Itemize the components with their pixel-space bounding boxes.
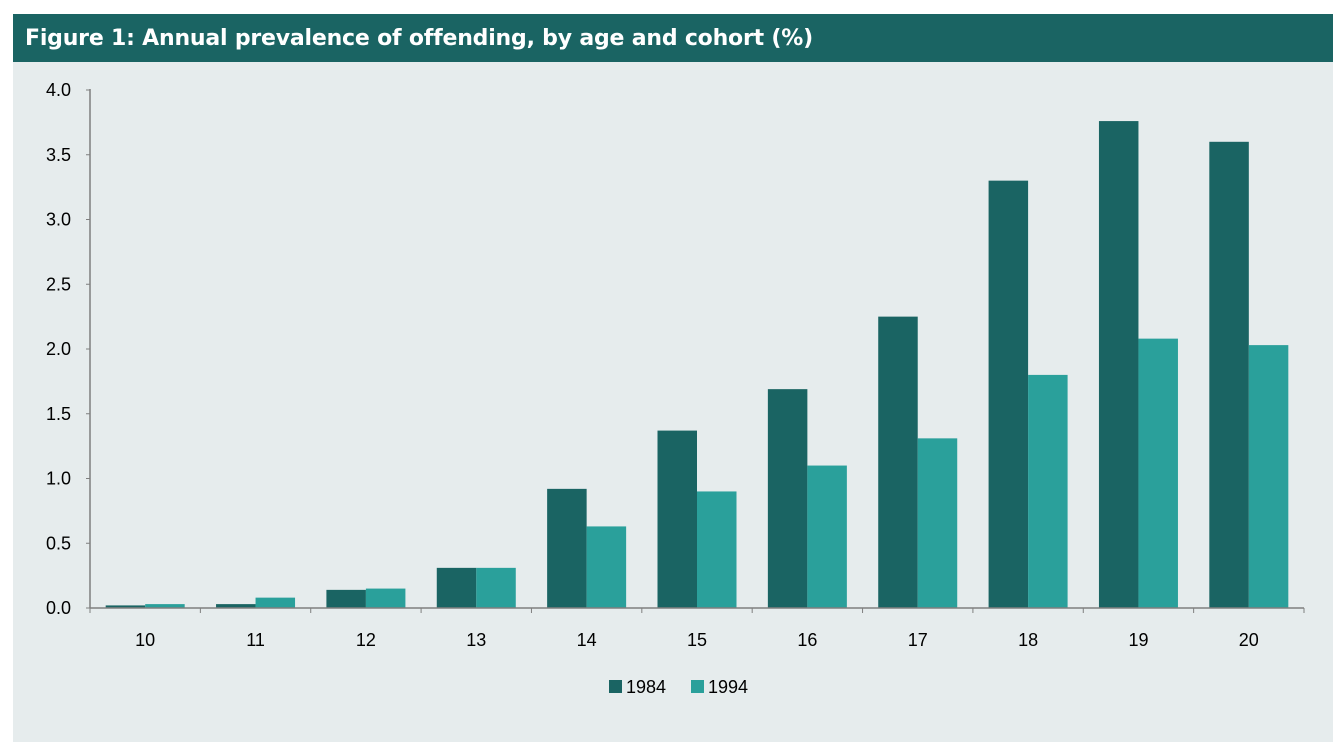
legend-label-1984: 1984	[626, 677, 666, 697]
bar-1984-age-11	[216, 604, 256, 608]
bar-1994-age-18	[1028, 374, 1068, 608]
y-tick-label: 0.5	[46, 533, 71, 553]
y-tick-label: 3.5	[46, 145, 71, 165]
figure-title: Figure 1: Annual prevalence of offending…	[25, 25, 813, 51]
bar-1994-age-15	[697, 491, 737, 608]
y-tick-label: 2.5	[46, 274, 71, 294]
bar-1984-age-10	[105, 605, 146, 608]
x-tick-label: 15	[687, 630, 707, 650]
bar-1994-age-12	[365, 588, 406, 608]
x-tick-label: 16	[797, 630, 817, 650]
legend-swatch-1994	[691, 680, 704, 693]
x-tick-label: 18	[1018, 630, 1038, 650]
y-tick-label: 1.0	[46, 469, 71, 489]
bar-1984-age-15	[657, 430, 697, 608]
bar-1994-age-11	[255, 597, 296, 608]
bar-1994-age-16	[807, 465, 847, 608]
bar-1994-age-20	[1248, 345, 1289, 608]
x-tick-label: 13	[466, 630, 486, 650]
x-tick-label: 20	[1239, 630, 1259, 650]
bar-1984-age-19	[1098, 121, 1139, 608]
bar-1994-age-14	[586, 526, 627, 608]
legend-label-1994: 1994	[708, 677, 748, 697]
y-tick-label: 3.0	[46, 210, 71, 230]
bar-1984-age-16	[767, 389, 808, 608]
y-tick-label: 2.0	[46, 339, 71, 359]
legend: 1984 1994	[609, 677, 748, 697]
chart-panel: 0.0 0.5 1.0 1.5 2.0 2.5 3.0 3.5 4.0 10 11 12 13 14 15…	[13, 62, 1333, 742]
y-tick-label: 1.5	[46, 404, 71, 424]
bar-1984-age-13	[436, 567, 477, 608]
bar-1994-age-10	[145, 604, 185, 608]
x-tick-label: 10	[135, 630, 155, 650]
figure-title-bar: Figure 1: Annual prevalence of offending…	[13, 14, 1333, 62]
y-tick-label: 4.0	[46, 80, 71, 100]
bar-1984-age-12	[326, 589, 366, 608]
bar-1994-age-19	[1138, 338, 1178, 608]
y-axis-ticks: 0.0 0.5 1.0 1.5 2.0 2.5 3.0 3.5 4.0	[46, 80, 71, 618]
legend-swatch-1984	[609, 680, 622, 693]
x-tick-label: 17	[908, 630, 928, 650]
bar-1994-age-17	[917, 438, 958, 608]
bar-1984-age-14	[547, 488, 587, 608]
axes	[86, 89, 1305, 613]
y-tick-label: 0.0	[46, 598, 71, 618]
x-tick-label: 12	[356, 630, 376, 650]
bar-1984-age-18	[988, 180, 1029, 608]
bar-1994-age-13	[476, 567, 516, 608]
bars	[105, 121, 1289, 609]
x-axis-ticks: 10 11 12 13 14 15 16 17 18 19 20	[135, 630, 1259, 650]
bar-chart: 0.0 0.5 1.0 1.5 2.0 2.5 3.0 3.5 4.0 10 11 12 13 14 15…	[46, 80, 1305, 697]
x-tick-label: 11	[246, 630, 265, 650]
x-tick-label: 19	[1128, 630, 1148, 650]
bar-1984-age-20	[1209, 141, 1249, 609]
x-tick-label: 14	[577, 630, 597, 650]
bar-1984-age-17	[878, 316, 918, 608]
